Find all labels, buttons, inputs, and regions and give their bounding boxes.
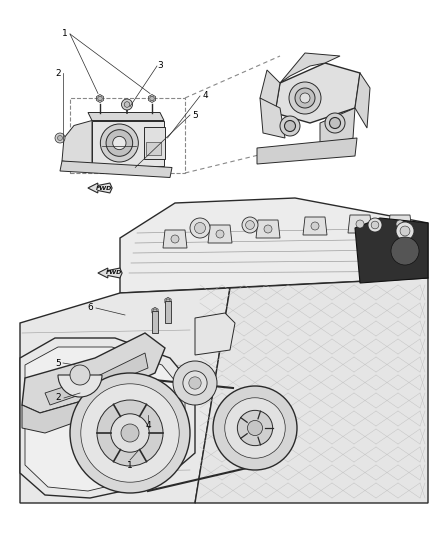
Polygon shape [60, 161, 172, 177]
Polygon shape [355, 218, 428, 283]
Polygon shape [320, 108, 355, 148]
Circle shape [171, 235, 179, 243]
Circle shape [111, 414, 149, 452]
Polygon shape [260, 98, 285, 138]
Bar [144, 127, 166, 159]
Circle shape [124, 102, 130, 107]
Polygon shape [303, 217, 327, 235]
Circle shape [391, 237, 419, 265]
Circle shape [183, 371, 207, 395]
Polygon shape [152, 308, 158, 314]
Circle shape [97, 400, 163, 466]
Circle shape [189, 377, 201, 389]
Polygon shape [195, 313, 235, 355]
Polygon shape [20, 338, 195, 498]
Circle shape [285, 120, 296, 132]
Bar [70, 98, 185, 173]
Circle shape [70, 373, 190, 493]
Text: 5: 5 [192, 110, 198, 119]
Circle shape [190, 218, 210, 238]
Polygon shape [148, 94, 155, 102]
Polygon shape [88, 183, 112, 193]
Text: 1: 1 [62, 28, 68, 37]
Text: 5: 5 [55, 359, 61, 367]
Circle shape [289, 82, 321, 114]
Polygon shape [98, 268, 122, 278]
Polygon shape [120, 198, 428, 293]
Circle shape [55, 133, 65, 143]
Polygon shape [45, 353, 148, 405]
Circle shape [173, 361, 217, 405]
Circle shape [150, 96, 154, 101]
Polygon shape [22, 393, 115, 433]
Circle shape [113, 136, 126, 150]
Bar [146, 142, 162, 155]
Polygon shape [257, 138, 357, 164]
Polygon shape [88, 112, 164, 120]
Polygon shape [62, 120, 92, 166]
Circle shape [100, 124, 138, 162]
Circle shape [325, 113, 345, 133]
Polygon shape [208, 225, 232, 243]
Polygon shape [348, 215, 372, 233]
Circle shape [264, 225, 272, 233]
Circle shape [225, 398, 285, 458]
Polygon shape [92, 120, 164, 166]
Polygon shape [256, 220, 280, 238]
Circle shape [98, 96, 102, 101]
Circle shape [295, 88, 315, 108]
Circle shape [70, 365, 90, 385]
Bar [152, 311, 158, 333]
Circle shape [153, 309, 157, 313]
Polygon shape [96, 94, 103, 102]
Polygon shape [275, 63, 360, 123]
Circle shape [194, 222, 205, 233]
Text: 3: 3 [157, 61, 163, 70]
Text: 1: 1 [127, 461, 133, 470]
Circle shape [371, 221, 379, 229]
Circle shape [57, 135, 63, 141]
Circle shape [356, 220, 364, 228]
Circle shape [300, 93, 310, 103]
Circle shape [216, 230, 224, 238]
Circle shape [329, 117, 340, 128]
Circle shape [396, 222, 414, 240]
Text: FWD: FWD [95, 185, 112, 190]
Text: 4: 4 [202, 92, 208, 101]
Polygon shape [195, 278, 428, 503]
Text: 6: 6 [87, 303, 93, 312]
Circle shape [247, 421, 262, 435]
Polygon shape [163, 230, 187, 248]
Circle shape [280, 116, 300, 136]
Circle shape [242, 217, 258, 233]
Circle shape [81, 384, 179, 482]
Circle shape [400, 226, 410, 236]
Circle shape [246, 221, 254, 229]
Polygon shape [260, 70, 280, 113]
Text: 2: 2 [55, 393, 61, 402]
Circle shape [213, 386, 297, 470]
Text: FWD: FWD [106, 271, 122, 276]
Circle shape [311, 222, 319, 230]
Circle shape [396, 220, 404, 228]
Wedge shape [58, 375, 102, 397]
Circle shape [121, 424, 139, 442]
Polygon shape [280, 53, 340, 83]
Polygon shape [165, 297, 171, 304]
Circle shape [166, 299, 170, 303]
Text: 4: 4 [145, 421, 151, 430]
Polygon shape [388, 215, 412, 233]
Polygon shape [22, 333, 165, 413]
Text: 2: 2 [55, 69, 61, 77]
Polygon shape [355, 73, 370, 128]
Circle shape [368, 218, 382, 232]
Circle shape [121, 99, 133, 110]
Polygon shape [20, 288, 230, 503]
Bar [165, 301, 171, 323]
Polygon shape [25, 347, 185, 491]
Circle shape [106, 130, 133, 156]
Circle shape [237, 410, 272, 446]
